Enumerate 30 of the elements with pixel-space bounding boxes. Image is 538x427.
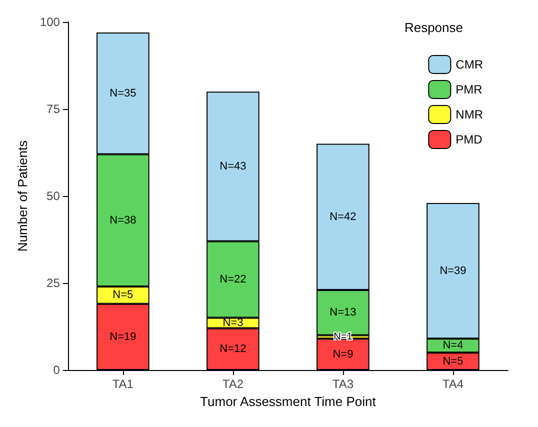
x-tick-label: TA2 [222, 377, 244, 391]
x-tick-label: TA1 [112, 377, 134, 391]
data-label: N=35 [110, 87, 136, 100]
data-label: N=39 [440, 264, 466, 277]
data-label: N=9 [332, 348, 354, 360]
legend-label: PMD [456, 132, 483, 146]
data-label: N=12 [220, 343, 246, 356]
data-label: N=5 [442, 355, 464, 368]
y-tick-label: 0 [53, 363, 60, 377]
data-label: N=3 [222, 317, 244, 330]
data-label: N=42 [330, 210, 356, 223]
data-label: N=38 [110, 214, 136, 226]
data-label: N=19 [110, 330, 136, 343]
legend-label: CMR [456, 58, 484, 72]
x-tick-label: TA4 [442, 377, 464, 391]
data-label: N=5 [112, 289, 134, 302]
y-tick-label: 50 [46, 189, 60, 203]
y-tick-label: 25 [46, 276, 60, 290]
data-label: N=22 [220, 274, 246, 286]
data-label: N=43 [220, 160, 246, 172]
data-label: N=4 [442, 340, 464, 352]
legend-label: PMR [456, 82, 483, 96]
y-tick-label: 75 [46, 102, 60, 116]
x-axis-title: Tumor Assessment Time Point [200, 394, 376, 409]
x-tick-label: TA3 [332, 377, 354, 391]
legend-label: NMR [456, 108, 484, 122]
y-tick-label: 100 [40, 15, 60, 29]
data-label: N=13 [330, 306, 356, 319]
legend-title: Response [404, 20, 464, 35]
y-axis-title: Number of Patients [15, 140, 30, 252]
